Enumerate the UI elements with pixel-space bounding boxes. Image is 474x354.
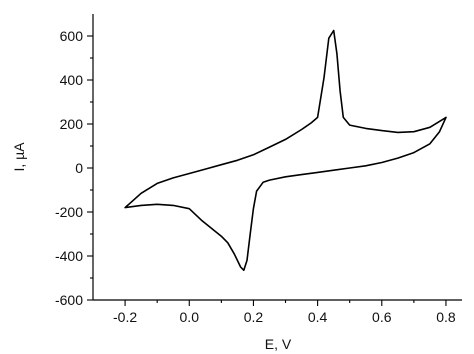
x-tick-label: 0.6 (372, 309, 392, 325)
axes (92, 14, 462, 301)
y-tick-label: -200 (55, 204, 83, 220)
y-tick-label: 0 (75, 160, 83, 176)
x-tick-label: -0.2 (113, 309, 137, 325)
y-tick-label: -600 (55, 292, 83, 308)
x-tick-label: 0.8 (436, 309, 456, 325)
y-tick-label: 600 (60, 28, 84, 44)
y-axis-title: I, µA (11, 142, 27, 172)
x-axis-title: E, V (265, 336, 292, 352)
y-tick-label: 400 (60, 72, 84, 88)
y-tick-label: -400 (55, 248, 83, 264)
x-tick-label: 0.0 (180, 309, 200, 325)
y-tick-label: 200 (60, 116, 84, 132)
x-tick-label: 0.2 (244, 309, 264, 325)
cv-curve-line (124, 29, 447, 272)
x-tick-label: 0.4 (308, 309, 328, 325)
ticks: -0.2 0.0 0.2 0.4 0.6 0.8 -600 -400 -200 0 200 400 60… (55, 28, 456, 325)
